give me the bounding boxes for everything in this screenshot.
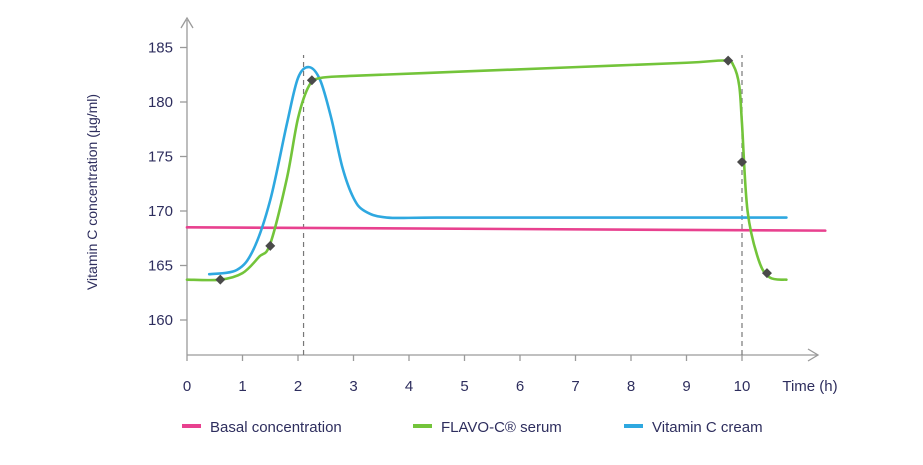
y-tick-label: 165 xyxy=(148,258,173,275)
x-tick-label: 10 xyxy=(734,378,751,395)
x-tick-label: 2 xyxy=(294,378,302,395)
y-axis-arrow xyxy=(180,16,194,29)
y-tick-label: 185 xyxy=(148,40,173,57)
legend-label: Basal concentration xyxy=(210,419,342,436)
data-point-marker xyxy=(737,156,747,167)
x-tick-label: 0 xyxy=(183,378,191,395)
x-tick-label: 8 xyxy=(627,378,635,395)
x-tick-label: 9 xyxy=(682,378,690,395)
series-line-basal-concentration xyxy=(185,226,827,232)
y-tick-label: 160 xyxy=(148,312,173,329)
x-tick-label: 7 xyxy=(571,378,579,395)
data-point-marker xyxy=(761,268,772,279)
x-axis-label: Time (h) xyxy=(782,378,837,395)
axes: 160 165 170 175 180 185 0 1 2 3 4 5 6 7 8 9 10 xyxy=(148,16,820,395)
y-axis-label: Vitamin C concentration (µg/ml) xyxy=(84,94,100,290)
data-point-marker xyxy=(215,274,226,285)
data-point-marker xyxy=(265,240,276,251)
legend-label: FLAVO-C® serum xyxy=(441,419,562,436)
y-tick-label: 180 xyxy=(148,94,173,111)
series-line-flavo-c-serum xyxy=(185,59,788,282)
y-tick-label: 170 xyxy=(148,203,173,220)
x-tick-label: 3 xyxy=(349,378,357,395)
series-group xyxy=(185,59,827,282)
legend: Basal concentration FLAVO-C® serum Vitamin… xyxy=(182,419,763,436)
x-tick-label: 5 xyxy=(460,378,468,395)
y-tick-label: 175 xyxy=(148,149,173,166)
data-point-marker xyxy=(306,75,317,86)
x-tick-label: 4 xyxy=(405,378,413,395)
series-line-vitamin-c-cream xyxy=(207,65,788,276)
reference-lines xyxy=(302,55,743,355)
x-axis-arrow xyxy=(807,348,820,362)
data-point-marker xyxy=(723,55,734,66)
x-tick-label: 1 xyxy=(238,378,246,395)
x-tick-label: 6 xyxy=(516,378,524,395)
markers-group xyxy=(215,55,772,285)
legend-label: Vitamin C cream xyxy=(652,419,763,436)
